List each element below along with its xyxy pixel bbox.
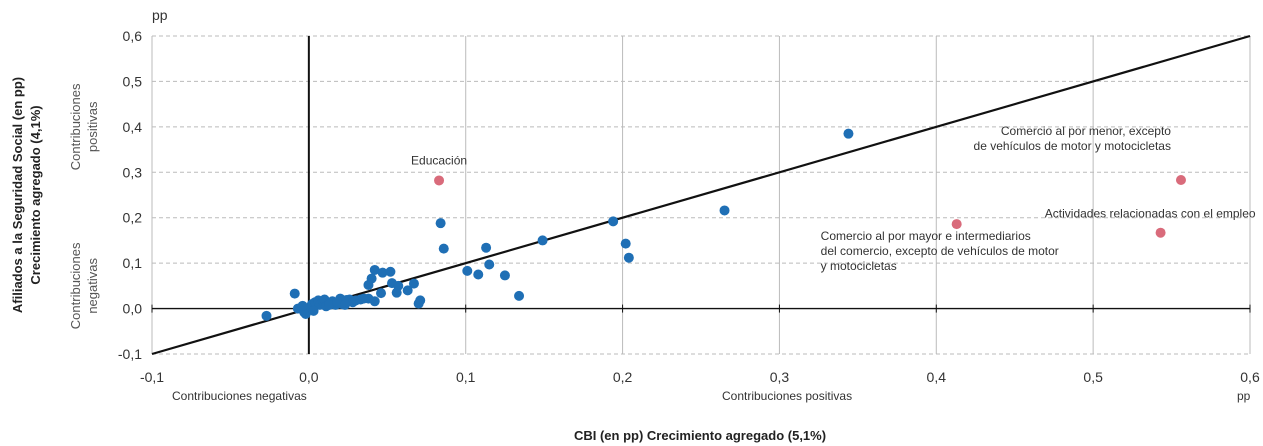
x-tick-label: -0,1 <box>140 369 164 385</box>
x-axis-title: CBI (en pp) Crecimiento agregado (5,1%) <box>574 428 826 443</box>
y-tick-label: 0,0 <box>123 301 143 317</box>
grid-lines <box>151 35 1251 355</box>
data-point <box>289 288 300 299</box>
x-unit-label: pp <box>1237 389 1251 403</box>
x-tick-label: 0,0 <box>299 369 319 385</box>
y-side-label: negativas <box>85 258 100 314</box>
data-point <box>363 279 374 290</box>
data-point <box>473 269 484 280</box>
point-annotation: Comercio al por mayor e intermediarios <box>821 229 1031 243</box>
data-point <box>435 218 446 229</box>
data-point <box>608 216 619 227</box>
y-tick-label: 0,6 <box>123 28 143 44</box>
data-point <box>413 298 424 309</box>
data-point <box>843 128 854 139</box>
data-point <box>408 278 419 289</box>
point-annotation: del comercio, excepto de vehículos de mo… <box>821 244 1059 258</box>
data-point <box>369 296 380 307</box>
y-unit-label: pp <box>152 7 168 23</box>
data-point <box>324 299 335 310</box>
data-point <box>623 252 634 263</box>
highlighted-point <box>1155 227 1166 238</box>
data-point <box>332 297 343 308</box>
data-points <box>261 128 1186 321</box>
data-point <box>499 270 510 281</box>
point-annotation: Actividades relacionadas con el empleo <box>1045 207 1256 221</box>
y-side-label: Contribuciones <box>68 242 83 329</box>
x-tick-label: 0,1 <box>456 369 476 385</box>
data-point <box>385 266 396 277</box>
point-annotation: y motocicletas <box>821 259 897 273</box>
y-tick-label: -0,1 <box>118 346 142 362</box>
highlighted-point <box>951 219 962 230</box>
y-axis-title-line2: Crecimiento agregado (4,1%) <box>28 105 43 284</box>
y-tick-label: 0,1 <box>123 255 143 271</box>
data-point <box>339 299 350 310</box>
data-point <box>358 293 369 304</box>
data-point <box>514 290 525 301</box>
point-annotation: de vehículos de motor y motocicletas <box>974 139 1171 153</box>
data-point <box>402 285 413 296</box>
y-side-label: positivas <box>85 101 100 152</box>
data-point <box>484 259 495 270</box>
data-point <box>391 287 402 298</box>
point-annotation: Educación <box>411 153 467 167</box>
point-annotation: Comercio al por menor, excepto <box>1001 124 1171 138</box>
data-point <box>438 243 449 254</box>
data-point <box>297 300 308 311</box>
data-point <box>369 264 380 275</box>
axes: -0,1 0,0 0,1 0,2 0,3 0,4 0,5 0,6 -0,1 0,0 0,1 0,2 0,… <box>118 28 1260 385</box>
x-tick-label: 0,2 <box>613 369 633 385</box>
x-tick-label: 0,4 <box>927 369 947 385</box>
x-side-negative: Contribuciones negativas <box>172 389 307 403</box>
data-point <box>537 235 548 246</box>
data-point <box>377 267 388 278</box>
data-point <box>308 305 319 316</box>
highlighted-point <box>1175 175 1186 186</box>
data-point <box>719 205 730 216</box>
y-tick-label: 0,3 <box>123 164 143 180</box>
y-tick-label: 0,4 <box>123 119 143 135</box>
data-point <box>462 265 473 276</box>
data-point <box>481 242 492 253</box>
y-tick-label: 0,2 <box>123 210 143 226</box>
x-side-positive: Contribuciones positivas <box>722 389 852 403</box>
y-side-label: Contribuciones <box>68 83 83 170</box>
x-tick-label: 0,3 <box>770 369 790 385</box>
data-point <box>620 238 631 249</box>
y-axis-title-line1: Afiliados a la Seguridad Social (en pp) <box>10 77 25 313</box>
y-tick-label: 0,5 <box>123 73 143 89</box>
data-point <box>376 288 387 299</box>
data-point <box>261 310 272 321</box>
highlighted-point <box>434 175 445 186</box>
x-tick-label: 0,6 <box>1240 369 1260 385</box>
x-tick-label: 0,5 <box>1083 369 1103 385</box>
data-point <box>300 309 311 320</box>
